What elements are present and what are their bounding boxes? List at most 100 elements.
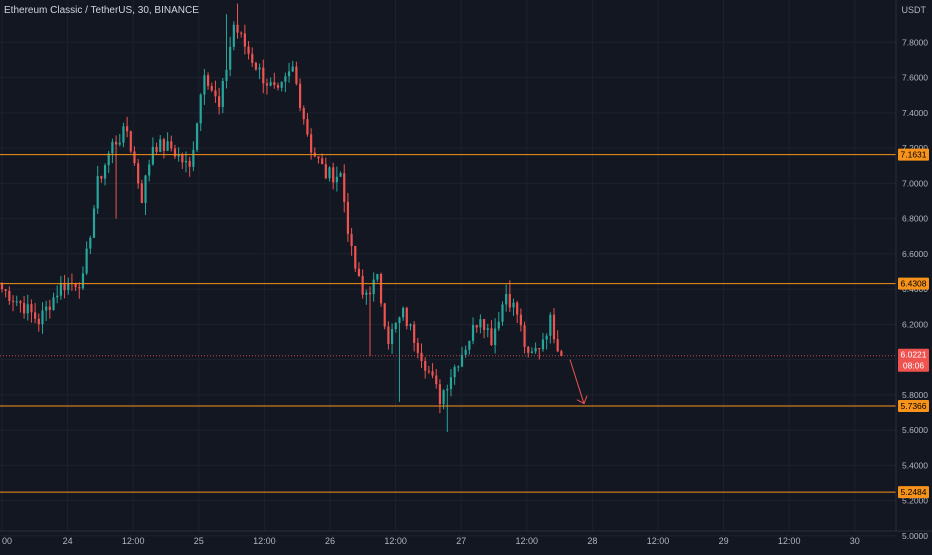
candle-body [210,86,213,91]
candle [195,122,199,153]
candle-body [276,85,280,88]
candle-body [254,62,258,70]
candle-body [409,324,412,327]
grid [0,0,896,537]
candle-body [173,148,177,157]
candle-body [273,82,276,86]
candle [516,300,519,323]
candle [210,82,213,93]
candle-body [214,90,217,97]
candle [8,286,11,305]
candle-body [335,176,338,183]
candle [199,93,202,132]
candle [214,80,217,103]
price-tick-label: 7.8000 [902,37,928,47]
candle [379,272,383,307]
time-tick-label: 12:00 [253,536,276,546]
candle-body [339,173,342,177]
candle-body [78,287,81,289]
candle-body [471,325,475,341]
candle [545,333,548,350]
current-price-label-bg [898,348,929,372]
candle [335,166,338,192]
candle-body [144,175,147,203]
candle [100,175,103,183]
candle-body [129,131,132,152]
horizontal-levels [0,154,896,493]
candle [420,343,423,369]
candle [468,340,471,355]
candle-body [512,302,515,308]
candle [243,24,246,55]
candle-body [48,306,51,310]
candle [354,245,357,272]
level-label-bg [898,148,929,161]
candle [251,47,254,67]
candle [133,146,136,166]
candle [549,312,552,344]
candle-body [103,165,107,179]
candle-body [206,75,210,87]
candle [519,308,522,332]
arrow-shaft [569,359,585,404]
candle [287,62,291,83]
candle [85,241,88,276]
candle [114,135,118,219]
candle [67,277,70,295]
candle [34,302,37,324]
candle-body [346,201,350,234]
candle-body [453,366,456,378]
candle [206,72,210,90]
candle [269,77,272,87]
candle-body [22,303,26,314]
candle [435,369,438,389]
candle-body [302,108,305,120]
candle-body [516,302,519,315]
candle-body [365,292,368,295]
candle-body [310,134,313,153]
candle-body [291,66,294,72]
candle-body [442,390,445,405]
candle-body [92,208,96,238]
candle [541,332,545,352]
candle-body [390,329,394,344]
candle [103,163,107,186]
candle [538,347,541,360]
time-tick-label: 12:00 [384,536,407,546]
candle-body [11,300,15,302]
level-label: 5.2484 [901,487,927,497]
candle-body [527,346,530,353]
candle [155,142,158,155]
candle-body [56,295,59,298]
candle-body [155,146,158,152]
candle-body [52,297,55,310]
candle-body [383,303,386,327]
candle [126,116,129,138]
candle [328,166,331,182]
candle-body [420,352,423,361]
candle-body [140,183,143,203]
candle [497,311,500,331]
candle-body [192,149,195,167]
candle-body [107,153,110,166]
candle [324,157,327,180]
price-tick-label: 5.0000 [902,531,928,541]
candle [96,165,99,214]
candle [431,363,434,379]
candle-body [457,366,460,368]
candle-body [306,119,309,135]
candle-body [501,304,504,322]
candle-body [240,32,243,34]
candle-body [133,151,136,164]
candle-body [4,289,7,291]
candle [140,179,143,204]
candle [254,61,258,71]
candle [81,266,85,290]
candle [560,349,563,357]
candle [188,156,191,177]
candle [273,72,276,89]
candle-body [530,351,534,353]
